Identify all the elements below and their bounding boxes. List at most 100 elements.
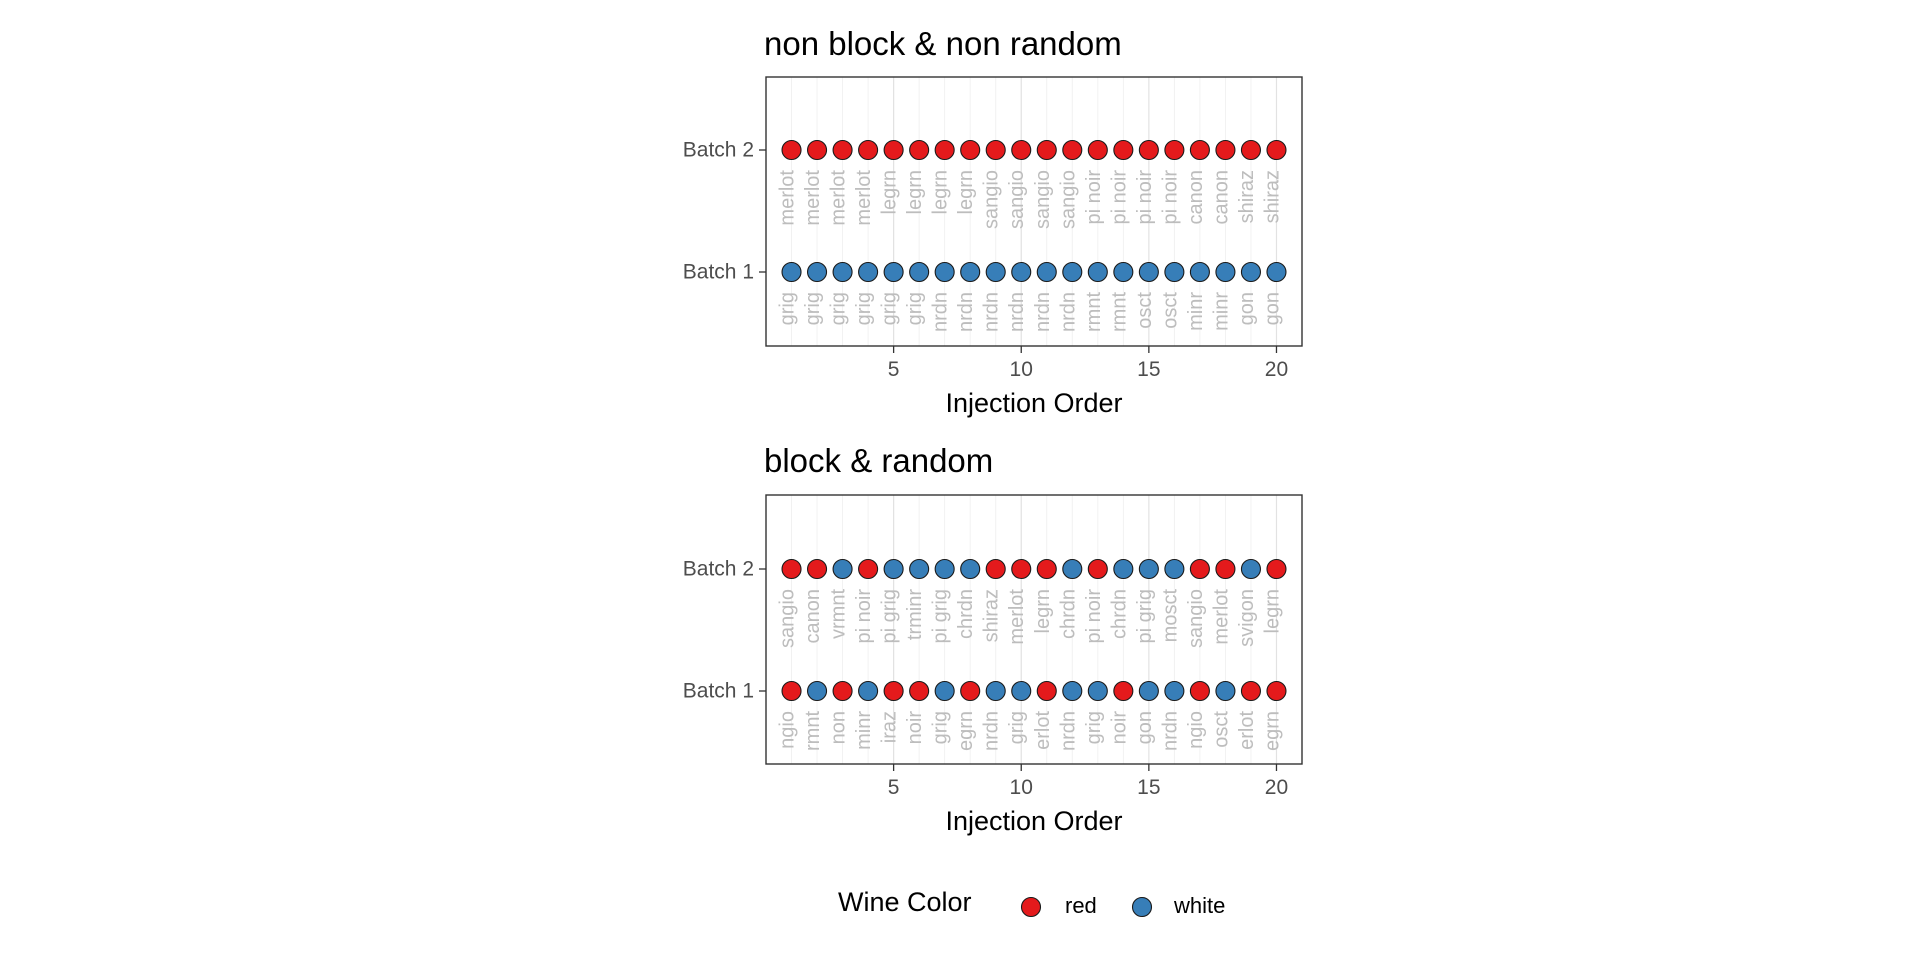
sample-label: merlot <box>853 170 875 226</box>
data-point <box>1266 680 1287 702</box>
data-point <box>806 680 828 702</box>
sample-label: trminr <box>904 589 926 640</box>
sample-label: erlot <box>1032 711 1054 750</box>
data-point <box>1087 139 1108 161</box>
data-point <box>781 261 802 283</box>
sample-label: grig <box>802 292 824 325</box>
data-point <box>806 558 828 580</box>
data-point <box>832 680 853 702</box>
data-point <box>1011 261 1032 283</box>
sample-label: grig <box>1083 711 1105 744</box>
sample-label: vrmnt <box>828 589 850 639</box>
data-point <box>858 261 879 283</box>
sample-label: legrn <box>904 170 926 214</box>
sample-label: osct <box>1159 292 1181 329</box>
x-axis-title: Injection Order <box>945 388 1122 418</box>
sample-label: egrn <box>955 711 977 751</box>
data-point <box>1189 558 1210 580</box>
data-point <box>1138 680 1159 702</box>
data-point <box>1189 261 1210 283</box>
data-point <box>858 558 879 580</box>
x-tick-label: 20 <box>1265 358 1288 381</box>
sample-label: grig <box>828 292 850 325</box>
chart-1-group: merlot merlot merlot merlot legrn legrn legrn l… <box>683 76 1304 418</box>
sample-label: chrdn <box>1108 589 1130 639</box>
data-point <box>883 558 904 580</box>
sample-label: grig <box>777 292 799 325</box>
sample-label: erlot <box>1236 711 1258 750</box>
data-point <box>960 558 981 580</box>
sample-label: shiraz <box>981 589 1003 642</box>
sample-label: sangio <box>1032 170 1054 229</box>
data-point <box>1113 680 1134 702</box>
data-point <box>1138 261 1159 283</box>
sample-label: nrdn <box>1006 292 1028 332</box>
data-point <box>832 139 853 161</box>
data-point <box>934 680 955 702</box>
sample-label: nrdn <box>981 292 1003 332</box>
sample-label: mosct <box>1159 589 1181 643</box>
sample-label: canon <box>1210 170 1232 225</box>
data-point <box>909 558 930 580</box>
sample-label: pi noir <box>1108 170 1130 225</box>
sample-label: minr <box>853 711 875 750</box>
data-point <box>1164 680 1185 702</box>
data-point <box>1164 139 1185 161</box>
data-point <box>883 139 904 161</box>
data-point <box>1138 139 1159 161</box>
sample-label: chrdn <box>1057 589 1079 639</box>
data-point <box>909 261 930 283</box>
data-point <box>883 261 904 283</box>
x-axis-title: Injection Order <box>945 806 1122 836</box>
label-clip-mask <box>764 347 1304 355</box>
sample-label: nrdn <box>1032 292 1054 332</box>
data-point <box>858 139 879 161</box>
data-point <box>781 558 802 580</box>
chart-1-title: non block & non random <box>764 25 1122 62</box>
sample-label: canon <box>1185 170 1207 225</box>
x-tick-label: 10 <box>1010 776 1033 799</box>
sample-label: merlot <box>828 170 850 226</box>
sample-label: grig <box>930 711 952 744</box>
data-point <box>960 680 981 702</box>
data-point <box>1087 261 1108 283</box>
data-point <box>1215 261 1236 283</box>
sample-label: pi grig <box>879 589 901 643</box>
data-point <box>934 139 955 161</box>
data-point <box>1266 139 1287 161</box>
sample-label: gon <box>1261 292 1283 325</box>
panel-border <box>765 76 1303 347</box>
data-point <box>1215 680 1236 702</box>
sample-label: egrn <box>1261 711 1283 751</box>
sample-label: pi noir <box>853 589 875 644</box>
data-point <box>985 261 1006 283</box>
sample-label: noir <box>904 711 926 745</box>
sample-label: nrdn <box>955 292 977 332</box>
sample-label: nrdn <box>1057 292 1079 332</box>
data-point <box>1062 139 1083 161</box>
legend-key-white <box>1131 896 1153 918</box>
sample-label: shiraz <box>1261 170 1283 223</box>
data-point <box>1266 261 1287 283</box>
data-point <box>1240 680 1262 702</box>
sample-label: osct <box>1134 292 1156 329</box>
sample-label: merlot <box>802 170 824 226</box>
data-point <box>1062 558 1083 580</box>
y-tick-label: Batch 1 <box>683 261 754 284</box>
data-point <box>1062 680 1083 702</box>
data-point <box>1036 680 1057 702</box>
sample-label: shiraz <box>1236 170 1258 223</box>
panel-border <box>765 494 1303 765</box>
data-point <box>1164 261 1185 283</box>
sample-label: sangio <box>777 589 799 648</box>
legend-keys <box>1020 896 1153 918</box>
sample-label: rmnt <box>1108 292 1130 332</box>
sample-label: svigon <box>1236 589 1258 647</box>
x-tick-label: 15 <box>1137 776 1160 799</box>
data-point <box>832 261 853 283</box>
sample-label: nrdn <box>930 292 952 332</box>
chart-2-group: sangio canon vrmnt pi noir pi grig trminr pi g… <box>683 494 1304 836</box>
data-point <box>934 558 955 580</box>
data-point <box>1036 558 1057 580</box>
